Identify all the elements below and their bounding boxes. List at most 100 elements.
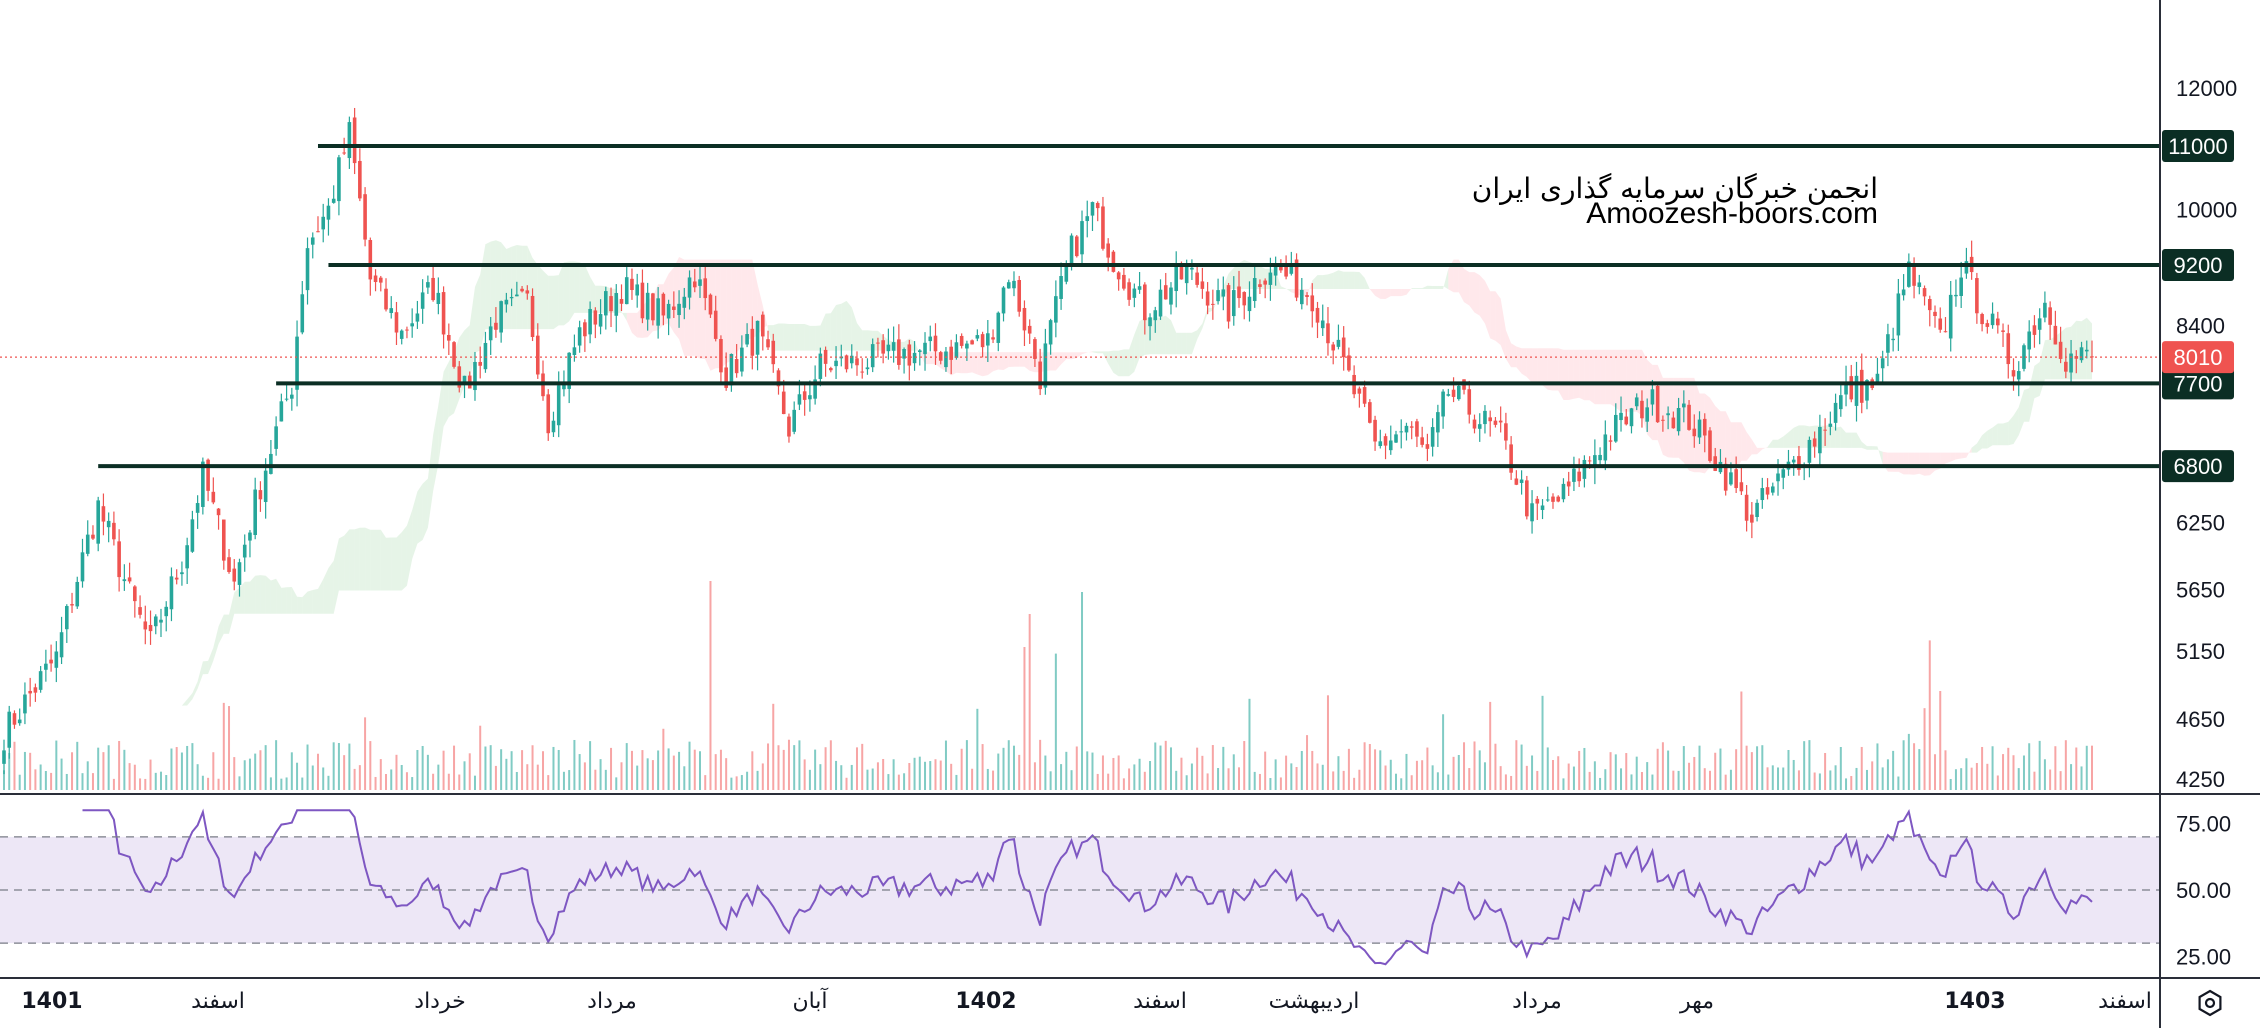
- cloud-segment: [1955, 452, 1962, 460]
- candle-body: [436, 292, 441, 305]
- cloud-segment: [961, 352, 967, 374]
- volume-bar: [1143, 771, 1146, 790]
- candle-body: [431, 277, 435, 301]
- candle-body: [687, 277, 692, 298]
- candle: [138, 595, 142, 619]
- volume-bar: [159, 771, 162, 790]
- volume-bar: [1421, 760, 1424, 790]
- cloud-segment: [187, 693, 193, 706]
- volume-bar: [1379, 750, 1382, 790]
- volume-bar: [1457, 754, 1460, 790]
- volume-bar: [1483, 762, 1486, 790]
- volume-bar: [453, 745, 456, 790]
- cloud-segment: [318, 579, 324, 614]
- candle: [106, 512, 111, 543]
- cloud-segment: [1914, 452, 1920, 475]
- time-tick-label: آبان: [792, 987, 828, 1014]
- candle-body: [1865, 379, 1869, 401]
- candle-body: [1634, 397, 1639, 407]
- cloud-segment: [1521, 348, 1527, 377]
- price-tick-label: 4250: [2176, 767, 2225, 792]
- candle: [834, 346, 838, 380]
- volume-bar: [1321, 764, 1324, 790]
- candle-body: [771, 340, 776, 365]
- volume-bar: [1682, 746, 1685, 790]
- candle: [1760, 477, 1765, 509]
- volume-bar: [1567, 763, 1570, 790]
- volume-bar: [1515, 740, 1518, 790]
- candle: [2069, 339, 2073, 384]
- cloud-segment: [1746, 432, 1752, 461]
- candle-body: [1017, 280, 1022, 312]
- cloud-segment: [328, 560, 334, 614]
- candle: [1535, 496, 1540, 520]
- cloud-segment: [1600, 349, 1606, 405]
- candle: [1577, 458, 1581, 487]
- volume-bar: [908, 763, 911, 790]
- candle: [378, 275, 383, 292]
- candle-body: [373, 275, 378, 283]
- volume-bar: [678, 751, 681, 790]
- candle: [1467, 380, 1472, 424]
- candle-body: [766, 339, 770, 348]
- candle-body: [117, 541, 121, 578]
- candle: [300, 281, 305, 335]
- rsi-tick-label: 25.00: [2176, 944, 2231, 969]
- candle-body: [1472, 419, 1477, 429]
- cloud-segment: [977, 352, 983, 377]
- volume-bar: [489, 745, 492, 790]
- candle-body: [1430, 427, 1435, 447]
- settings-gear-icon[interactable]: [2198, 989, 2222, 1017]
- candle: [1153, 306, 1158, 333]
- candle: [1174, 251, 1179, 308]
- volume-bar: [2033, 771, 2036, 790]
- volume-bar: [620, 762, 623, 790]
- cloud-segment: [1061, 352, 1067, 365]
- candle-body: [1608, 440, 1613, 442]
- cloud-segment: [1893, 452, 1899, 472]
- cloud-segment: [1908, 452, 1915, 475]
- candle: [781, 379, 786, 415]
- cloud-segment: [1573, 349, 1580, 399]
- candle-body: [672, 306, 676, 310]
- volume-bar: [1337, 756, 1340, 790]
- candle-body: [509, 296, 514, 299]
- candle-body: [1755, 502, 1759, 517]
- gear-outline: [2198, 989, 2222, 1017]
- cloud-segment: [1191, 330, 1198, 355]
- candle: [1383, 433, 1388, 460]
- cloud-segment: [1631, 349, 1637, 412]
- cloud-segment: [673, 257, 680, 340]
- volume-bar: [1677, 770, 1680, 790]
- volume-bar: [552, 746, 555, 790]
- volume-bar: [850, 764, 853, 790]
- candle-body: [1880, 358, 1885, 369]
- candle-body: [917, 350, 922, 352]
- candle: [1933, 305, 1937, 328]
- level-tag-bg: [2162, 130, 2234, 163]
- cloud-segment: [197, 661, 203, 689]
- cloud-segment: [1139, 318, 1145, 358]
- volume-bar: [688, 741, 691, 790]
- candle-body: [441, 292, 446, 335]
- price-tick-label: 4650: [2176, 707, 2225, 732]
- candle: [1456, 384, 1461, 401]
- volume-bar: [751, 751, 754, 790]
- volume-bar: [1981, 746, 1984, 790]
- volume-bar: [887, 774, 890, 790]
- cloud-segment: [1500, 298, 1506, 359]
- candle: [399, 329, 404, 345]
- candle-body: [1566, 481, 1571, 487]
- cloud-segment: [710, 259, 716, 371]
- candle: [1765, 478, 1770, 500]
- cloud-segment: [1464, 268, 1470, 306]
- volume-bar: [306, 744, 309, 790]
- candle: [1823, 418, 1827, 446]
- candle-body: [185, 545, 189, 569]
- candle: [1682, 390, 1686, 423]
- candle: [1498, 406, 1503, 433]
- candle: [242, 534, 247, 572]
- volume-bar: [819, 764, 822, 790]
- cloud-segment: [140, 730, 146, 751]
